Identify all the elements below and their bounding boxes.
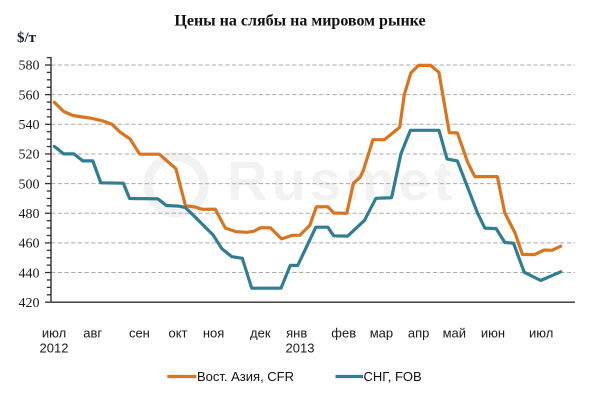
- svg-text:янв: янв: [286, 326, 307, 341]
- svg-text:540: 540: [19, 118, 40, 133]
- svg-text:560: 560: [19, 88, 40, 103]
- svg-text:Цены на слябы на мировом рынке: Цены на слябы на мировом рынке: [174, 13, 425, 30]
- svg-text:июл: июл: [529, 326, 553, 341]
- svg-text:авг: авг: [83, 326, 102, 341]
- svg-text:460: 460: [19, 237, 40, 252]
- svg-text:дек: дек: [250, 326, 271, 341]
- svg-text:$/т: $/т: [17, 30, 37, 46]
- svg-text:Вост. Азия, CFR: Вост. Азия, CFR: [197, 369, 294, 384]
- svg-text:май: май: [443, 326, 466, 341]
- svg-text:апр: апр: [408, 326, 430, 341]
- svg-text:мар: мар: [370, 326, 393, 341]
- svg-text:2013: 2013: [286, 341, 315, 356]
- svg-text:520: 520: [19, 148, 40, 163]
- svg-text:июн: июн: [481, 326, 505, 341]
- svg-text:сен: сен: [129, 326, 150, 341]
- svg-text:фев: фев: [331, 326, 356, 341]
- svg-text:420: 420: [19, 296, 40, 311]
- svg-text:СНГ, FOB: СНГ, FOB: [364, 369, 422, 384]
- svg-text:июл: июл: [42, 326, 66, 341]
- svg-text:ноя: ноя: [203, 326, 224, 341]
- svg-text:440: 440: [19, 266, 40, 281]
- svg-text:Rusmet: Rusmet: [227, 149, 456, 212]
- svg-text:480: 480: [19, 207, 40, 222]
- svg-text:2012: 2012: [40, 341, 69, 356]
- svg-text:500: 500: [19, 177, 40, 192]
- svg-text:580: 580: [19, 59, 40, 74]
- svg-text:окт: окт: [168, 326, 187, 341]
